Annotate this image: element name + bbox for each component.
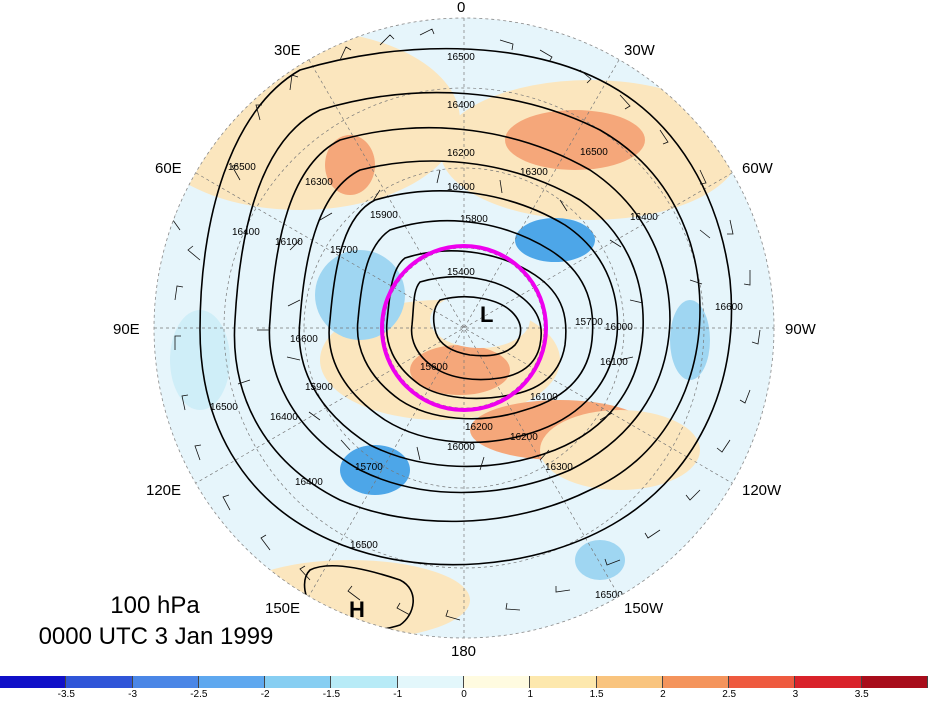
colorbar-tick-label: 0 (461, 689, 467, 700)
colorbar-swatch (861, 676, 928, 688)
contour-label: 15800 (460, 214, 488, 225)
contour-label: 16400 (232, 227, 260, 238)
contour-label: 16100 (530, 392, 558, 403)
colorbar-tick-label: 1.5 (589, 689, 604, 700)
map-boundary (153, 17, 775, 639)
contour-label: 16000 (605, 322, 633, 333)
colorbar-tick-label: -2 (260, 689, 270, 700)
contour-label: 15600 (420, 362, 448, 373)
contour-label: 16100 (275, 237, 303, 248)
colorbar-swatch (0, 676, 67, 688)
colorbar-swatch (662, 676, 730, 688)
warm-anomaly-core (505, 110, 645, 170)
contour-label: 16100 (600, 357, 628, 368)
contour-label: 15400 (447, 267, 475, 278)
colorbar-tick-label: 3 (792, 689, 799, 700)
colorbar-swatch (331, 676, 398, 688)
contour-label-group: 16500 16400 16200 16300 16000 16500 1630… (210, 52, 743, 601)
colorbar-tick-label: 2.5 (722, 689, 737, 700)
longitude-label-90w: 90W (785, 321, 817, 338)
valid-time-label: 0000 UTC 3 Jan 1999 (38, 623, 274, 650)
longitude-label-150e: 150E (265, 600, 300, 617)
contour-label: 15900 (305, 382, 333, 393)
colorbar-swatch (729, 676, 796, 688)
contour-label: 16500 (228, 162, 256, 173)
warm-anomaly-core (410, 345, 510, 395)
warm-anomaly-core (325, 135, 375, 195)
longitude-label-0: 0 (457, 0, 465, 16)
longitude-label-90e: 90E (113, 321, 140, 338)
colorbar-swatch (132, 676, 199, 688)
contour-label: 16400 (270, 412, 298, 423)
longitude-label-30e: 30E (274, 42, 301, 59)
cold-anomaly-core (515, 218, 595, 262)
contour-label: 16400 (447, 100, 475, 111)
highlight-circle (380, 244, 548, 412)
contour-label: 16600 (715, 302, 743, 313)
colorbar-tick-label: 1 (527, 689, 534, 700)
contour-label: 16600 (290, 334, 318, 345)
colorbar-tick-label: -1.5 (322, 689, 341, 700)
polar-stereographic-map: 16500 16400 16200 16300 16000 16500 1630… (113, 0, 817, 660)
high-pressure-marker: H (349, 597, 365, 622)
contour-label: 16500 (580, 147, 608, 158)
cold-anomaly-area (170, 310, 230, 410)
colorbar (0, 676, 928, 688)
contour-label: 16400 (295, 477, 323, 488)
colorbar-swatch (397, 676, 464, 688)
contour-label: 16500 (350, 540, 378, 551)
contour-label: 15900 (370, 210, 398, 221)
contour-label: 16500 (210, 402, 238, 413)
colorbar-swatch (463, 676, 531, 688)
contour-label: 16300 (305, 177, 333, 188)
contour-label: 15700 (575, 317, 603, 328)
contour-label: 16200 (447, 148, 475, 159)
contour-label: 16500 (595, 590, 623, 601)
longitude-label-60w: 60W (742, 160, 774, 177)
contour-label: 16300 (545, 462, 573, 473)
longitude-label-180: 180 (451, 643, 476, 660)
colorbar-tick-label: -3.5 (57, 689, 75, 700)
contour-label: 16200 (510, 432, 538, 443)
contour-label: 16400 (630, 212, 658, 223)
colorbar-swatch (530, 676, 597, 688)
warm-anomaly-area (540, 410, 700, 490)
contour-label: 16000 (447, 442, 475, 453)
contour-label: 16300 (520, 167, 548, 178)
longitude-label-60e: 60E (155, 160, 182, 177)
colorbar-tick-label: -3 (128, 689, 138, 700)
longitude-label-120w: 120W (742, 482, 782, 499)
pressure-level-label: 100 hPa (110, 592, 200, 619)
contour-label: 15700 (330, 245, 358, 256)
colorbar-tick-labels: -3.5 -3 -2.5 -2 -1.5 -1 0 1 1.5 2 2.5 3 3.5 (0, 689, 928, 702)
colorbar-swatch (265, 676, 332, 688)
longitude-label-150w: 150W (624, 600, 664, 617)
colorbar-swatch (198, 676, 266, 688)
contour-label: 15700 (355, 462, 383, 473)
colorbar-swatch (596, 676, 663, 688)
colorbar-tick-label: 2 (660, 689, 666, 700)
contour-label: 16000 (447, 182, 475, 193)
colorbar-tick-label: -1 (393, 689, 403, 700)
contour-label: 16500 (447, 52, 475, 63)
cold-anomaly-area (575, 540, 625, 580)
longitude-label-120e: 120E (146, 482, 181, 499)
colorbar-tick-label: 3.5 (854, 689, 869, 700)
low-pressure-marker: L (480, 302, 493, 327)
longitude-label-30w: 30W (624, 42, 656, 59)
colorbar-tick-label: -2.5 (190, 689, 208, 700)
contour-label: 16200 (465, 422, 493, 433)
colorbar-swatch (66, 676, 133, 688)
colorbar-swatch (795, 676, 862, 688)
height-contours (199, 47, 733, 631)
